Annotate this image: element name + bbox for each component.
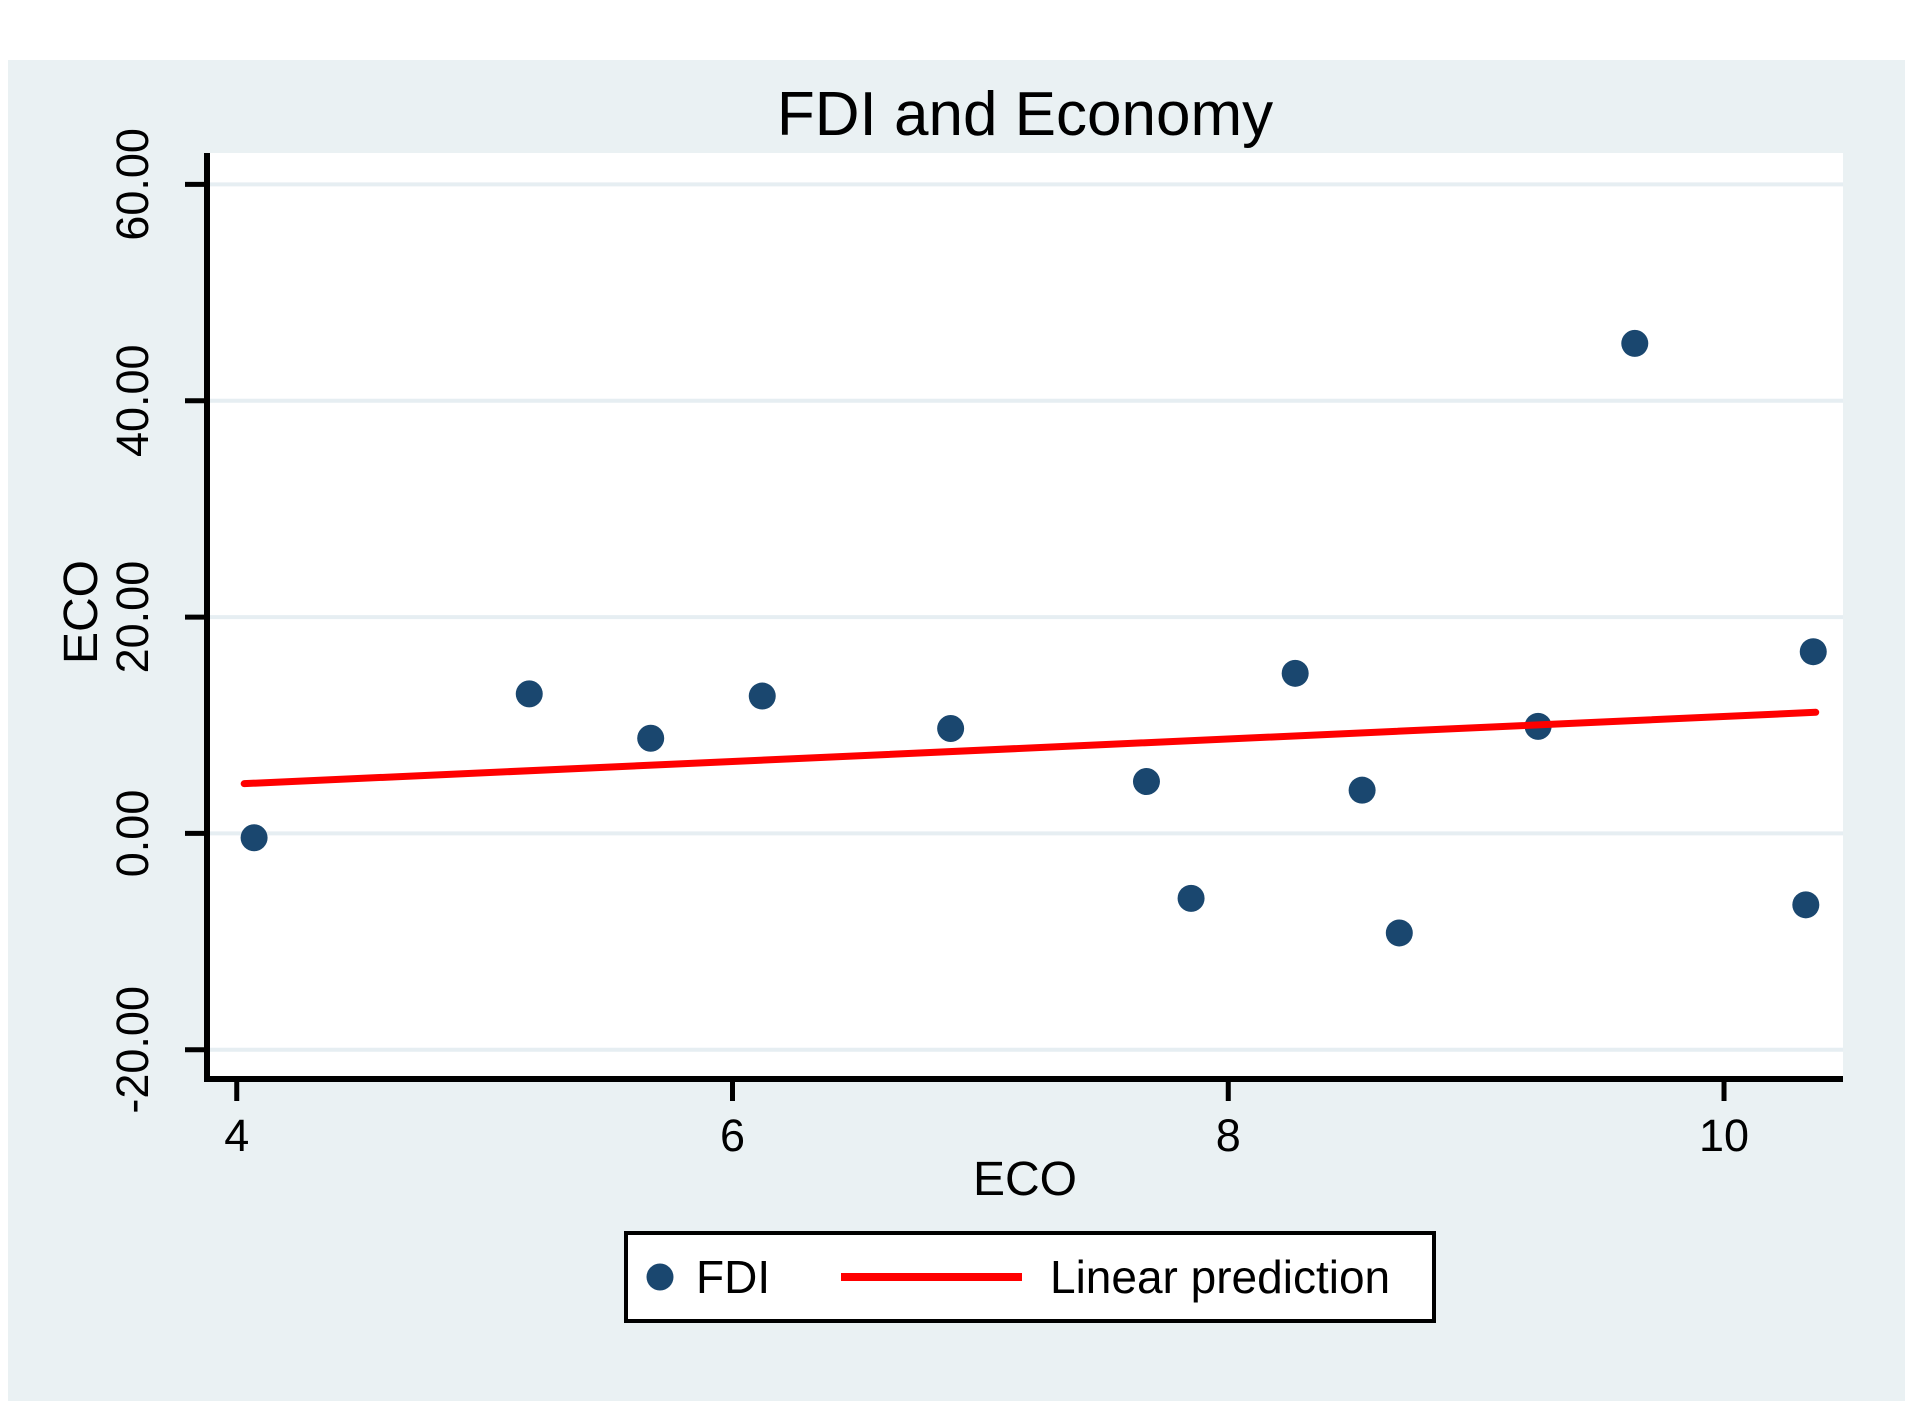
linear-prediction-line	[240, 708, 1820, 788]
scatter-point	[1799, 638, 1827, 666]
x-tick-label: 4	[224, 1110, 249, 1161]
y-axis-label: ECO	[55, 560, 108, 664]
x-axis-label: ECO	[973, 1153, 1077, 1206]
scatter-point	[1385, 919, 1413, 947]
legend-scatter-marker-icon	[646, 1263, 674, 1291]
legend: FDI Linear prediction	[624, 1231, 1436, 1323]
scatter-point	[937, 715, 965, 743]
y-tick-label: 40.00	[107, 344, 158, 457]
scatter-point	[1621, 329, 1649, 357]
scatter-points-layer	[240, 329, 1827, 947]
chart-title: FDI and Economy	[777, 80, 1273, 149]
scatter-point	[515, 680, 543, 708]
scatter-point	[240, 824, 268, 852]
y-tick-label: 0.00	[107, 790, 158, 878]
scatter-point	[1177, 884, 1205, 912]
x-tick-label: 10	[1699, 1110, 1749, 1161]
linear-prediction-layer	[240, 708, 1820, 788]
gridlines-layer	[210, 182, 1843, 1052]
scatter-point	[1348, 776, 1376, 804]
x-tick-label: 6	[720, 1110, 745, 1161]
y-tick-label: 20.00	[107, 561, 158, 674]
legend-label-linear-prediction: Linear prediction	[1050, 1251, 1390, 1303]
legend-box	[624, 1231, 1436, 1323]
scatter-point	[637, 724, 665, 752]
y-axis-ticks: 60.00 40.00 20.00 0.00 -20.00	[107, 128, 207, 1114]
scatter-point	[1792, 891, 1820, 919]
legend-label-fdi: FDI	[696, 1251, 770, 1303]
scatter-point	[748, 682, 776, 710]
y-tick-label: 60.00	[107, 128, 158, 241]
y-tick-label: -20.00	[107, 986, 158, 1114]
x-tick-label: 8	[1216, 1110, 1241, 1161]
scatter-point	[1281, 659, 1309, 687]
x-axis-ticks: 4 6 8 10	[224, 1079, 1749, 1161]
scatter-point	[1132, 768, 1160, 796]
